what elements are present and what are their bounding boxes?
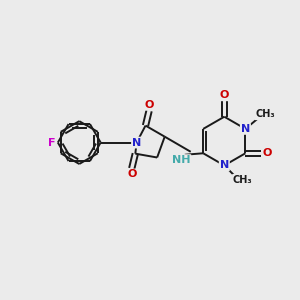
Text: O: O: [262, 148, 272, 158]
Text: CH₃: CH₃: [233, 175, 253, 185]
Text: N: N: [220, 160, 229, 170]
Text: N: N: [132, 138, 141, 148]
Text: NH: NH: [172, 155, 190, 165]
Text: O: O: [220, 90, 229, 100]
Text: O: O: [127, 169, 136, 179]
Text: O: O: [144, 100, 154, 110]
Text: N: N: [241, 124, 250, 134]
Text: F: F: [48, 138, 55, 148]
Text: CH₃: CH₃: [255, 109, 275, 119]
